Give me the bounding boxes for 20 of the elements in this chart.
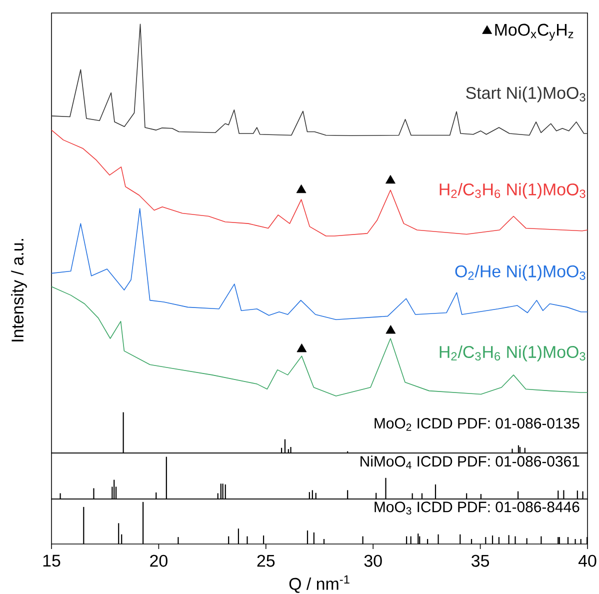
- x-tick-label: 20: [150, 554, 168, 567]
- series-label: H$_{2}$/C$_{3}$H$_{6}$ Ni(1)MoO$_{3}$: [440, 183, 586, 199]
- point: [296, 344, 307, 352]
- series-label: MoO$_{3}$ ICDD PDF: 01-086-8446: [374, 502, 580, 515]
- y-axis-title: Intensity / a.u.: [11, 239, 27, 342]
- x-tick-label: 35: [472, 554, 490, 567]
- x-tick-label: 30: [364, 554, 382, 567]
- x-tick-label: 15: [43, 554, 60, 567]
- x-tick-label: 25: [257, 554, 275, 567]
- series-label: Start Ni(1)MoO$_{3}$: [466, 86, 586, 102]
- series-label: O$_{2}$/He Ni(1)MoO$_{3}$: [455, 264, 586, 281]
- point: [386, 174, 396, 184]
- x-tick-label: 40: [578, 554, 596, 567]
- text: MoO$_{2}$ ICDD PDF: 01-086-0135: [374, 418, 580, 431]
- series-label: NiMoO$_{4}$ ICDD PDF: 01-086-0361: [360, 456, 580, 469]
- series-label: H$_{2}$/C$_{3}$H$_{6}$ Ni(1)MoO$_{3}$: [440, 346, 586, 362]
- point: [296, 184, 306, 194]
- legend-label: MoO$_{x}$C$_{y}$H$_{z}$: [495, 24, 574, 41]
- x-axis-title: Q / nm$^{-1}$: [289, 575, 350, 593]
- point: [386, 325, 396, 334]
